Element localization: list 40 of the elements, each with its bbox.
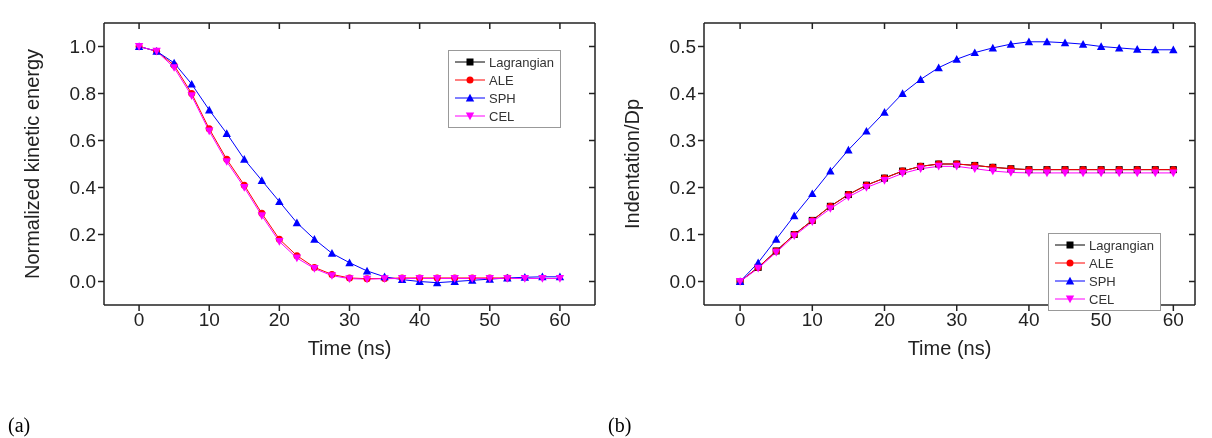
legend-label: CEL xyxy=(1089,291,1115,307)
x-tick-label: 20 xyxy=(268,309,290,331)
x-tick-label: 20 xyxy=(873,309,896,331)
x-axis-title: Time (ns) xyxy=(907,337,992,359)
y-tick-label: 0.8 xyxy=(69,83,96,105)
legend-label: SPH xyxy=(1089,273,1116,289)
y-tick-label: 0.2 xyxy=(69,224,96,246)
x-tick-label: 60 xyxy=(1162,309,1184,331)
y-tick-label: 0.6 xyxy=(69,130,96,152)
text: (a) xyxy=(8,414,31,437)
legend-label: ALE xyxy=(1089,255,1114,271)
x-axis-title: Time (ns) xyxy=(307,337,392,359)
x-tick-label: 60 xyxy=(549,309,571,331)
legend-label: Lagrangian xyxy=(489,54,555,70)
y-axis-title: Indentation/Dp xyxy=(621,98,644,230)
x-tick-label: 30 xyxy=(338,309,361,331)
y-tick-label: 0.4 xyxy=(669,83,697,105)
x-tick-label: 40 xyxy=(409,309,431,331)
x-tick-label: 0 xyxy=(133,309,145,331)
legend-label: ALE xyxy=(489,72,514,88)
y-tick-label: 0.1 xyxy=(669,224,696,246)
x-tick-label: 50 xyxy=(479,309,501,331)
y-tick-label: 0.0 xyxy=(69,271,96,293)
y-tick-label: 0.2 xyxy=(669,177,696,199)
y-tick-label: 0.3 xyxy=(669,130,696,152)
legend-label: SPH xyxy=(489,90,516,106)
y-tick-label: 1.0 xyxy=(69,36,96,58)
x-tick-label: 30 xyxy=(946,309,968,331)
x-tick-label: 10 xyxy=(801,309,823,331)
y-tick-label: 0.4 xyxy=(69,177,97,199)
y-tick-label: 0.5 xyxy=(669,36,696,58)
legend-label: Lagrangian xyxy=(1089,237,1155,253)
x-tick-label: 40 xyxy=(1018,309,1040,331)
x-tick-label: 10 xyxy=(198,309,220,331)
y-tick-label: 0.0 xyxy=(669,271,696,293)
x-tick-label: 50 xyxy=(1090,309,1112,331)
text: (b) xyxy=(608,414,632,437)
y-axis-title: Normalized kinetic energy xyxy=(21,48,44,280)
legend-label: CEL xyxy=(489,108,515,124)
x-tick-label: 0 xyxy=(734,309,746,331)
